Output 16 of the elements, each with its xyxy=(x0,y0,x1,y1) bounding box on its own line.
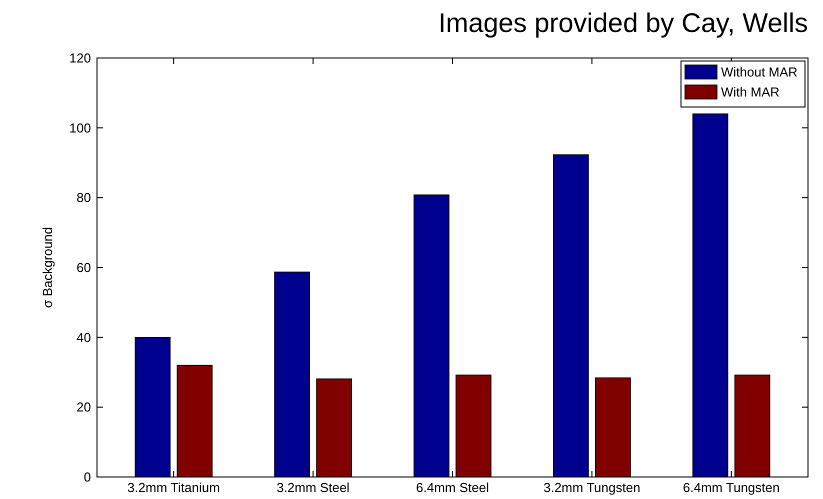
text: Images provided by Cay, Wells xyxy=(438,8,808,38)
y-axis-title: σ Background xyxy=(40,226,55,308)
x-tick-label: 3.2mm Steel xyxy=(276,480,350,495)
y-tick-label: 0 xyxy=(84,470,91,485)
legend-label: Without MAR xyxy=(721,64,798,80)
y-tick-label: 20 xyxy=(76,400,91,415)
x-tick-label: 3.2mm Titanium xyxy=(127,480,220,495)
y-tick-label: 60 xyxy=(76,260,91,276)
y-tick-label: 120 xyxy=(69,50,91,66)
y-tick-label: 40 xyxy=(76,330,91,345)
y-tick-label: 100 xyxy=(69,120,91,136)
x-tick-label: 3.2mm Tungsten xyxy=(544,480,640,495)
x-tick-label: 6.4mm Steel xyxy=(416,480,490,495)
legend-label: With MAR xyxy=(721,84,780,100)
y-tick-label: 80 xyxy=(76,190,91,206)
x-tick-label: 6.4mm Tungsten xyxy=(682,480,780,495)
